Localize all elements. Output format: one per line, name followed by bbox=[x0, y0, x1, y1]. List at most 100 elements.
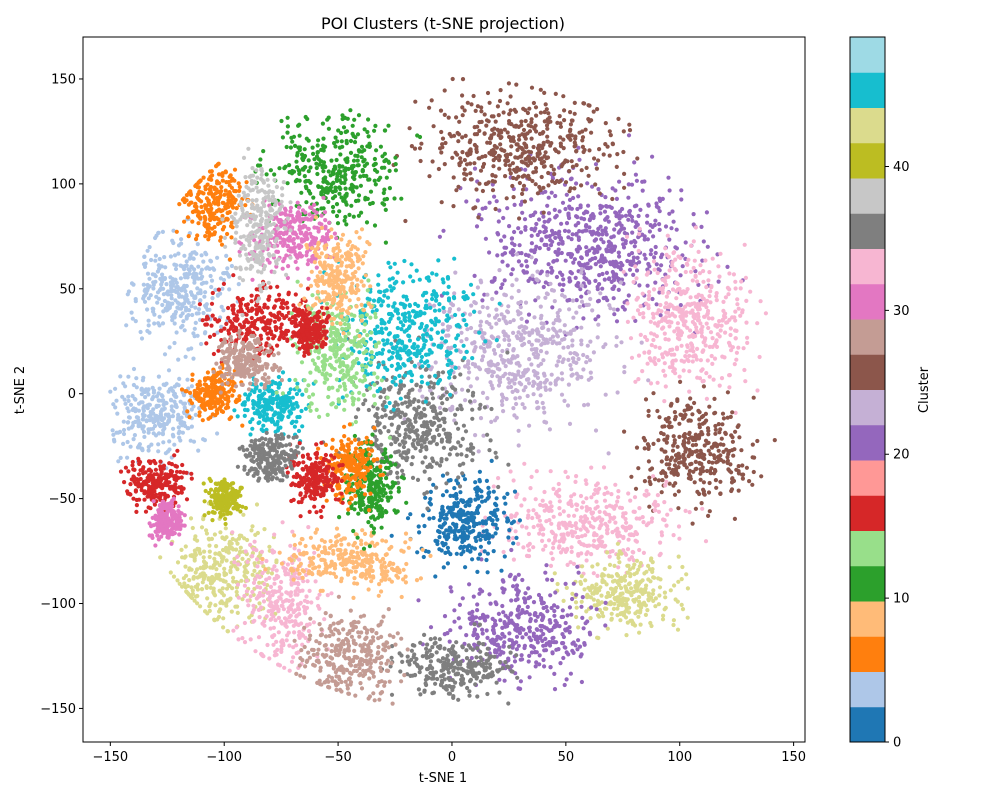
data-point bbox=[685, 287, 690, 292]
data-point bbox=[663, 275, 669, 280]
data-point bbox=[418, 640, 423, 645]
data-point bbox=[553, 91, 558, 96]
data-point bbox=[533, 298, 538, 303]
data-point bbox=[421, 333, 426, 338]
data-point bbox=[416, 361, 422, 367]
data-point bbox=[417, 277, 422, 282]
data-point bbox=[497, 301, 502, 306]
data-point bbox=[445, 561, 450, 566]
data-point bbox=[616, 213, 622, 218]
data-point bbox=[506, 701, 511, 706]
data-point bbox=[537, 518, 543, 523]
data-point bbox=[612, 563, 617, 569]
data-point bbox=[485, 635, 490, 641]
data-point bbox=[575, 535, 580, 540]
data-point bbox=[624, 598, 629, 603]
data-point bbox=[676, 254, 681, 259]
data-point bbox=[457, 602, 462, 608]
data-point bbox=[616, 221, 621, 226]
data-point bbox=[527, 629, 533, 634]
data-point bbox=[454, 115, 459, 120]
data-point bbox=[447, 639, 452, 644]
data-point bbox=[662, 399, 667, 404]
data-point bbox=[624, 520, 629, 525]
data-point bbox=[406, 370, 411, 375]
data-point bbox=[405, 455, 410, 460]
data-point bbox=[697, 434, 702, 439]
data-point bbox=[451, 204, 456, 209]
data-point bbox=[531, 369, 537, 374]
data-point bbox=[567, 189, 572, 194]
data-point bbox=[453, 533, 458, 538]
data-point bbox=[541, 140, 546, 145]
data-point bbox=[476, 449, 481, 454]
data-point bbox=[705, 312, 710, 317]
data-point bbox=[571, 260, 576, 265]
data-point bbox=[636, 614, 641, 619]
data-point bbox=[662, 500, 667, 505]
data-point bbox=[615, 573, 621, 578]
data-point bbox=[428, 652, 434, 658]
data-point bbox=[624, 633, 629, 638]
data-point bbox=[611, 307, 617, 312]
data-point bbox=[653, 503, 658, 509]
data-point bbox=[614, 196, 620, 201]
data-point bbox=[403, 318, 408, 323]
data-point bbox=[505, 101, 510, 106]
data-point bbox=[629, 532, 634, 537]
data-point bbox=[687, 389, 692, 394]
data-point bbox=[669, 226, 674, 231]
data-point bbox=[673, 245, 678, 250]
data-point bbox=[565, 613, 570, 618]
data-point bbox=[568, 127, 573, 132]
data-point bbox=[556, 545, 562, 550]
data-point bbox=[727, 385, 732, 390]
data-point bbox=[505, 263, 510, 268]
data-point bbox=[674, 307, 680, 312]
data-point bbox=[477, 120, 482, 125]
data-point bbox=[480, 631, 485, 636]
data-point bbox=[566, 229, 571, 234]
data-point bbox=[440, 136, 446, 141]
data-point bbox=[596, 158, 601, 163]
data-point bbox=[683, 449, 688, 454]
data-point bbox=[417, 146, 423, 151]
data-point bbox=[623, 615, 629, 620]
data-point bbox=[574, 605, 579, 610]
data-point bbox=[679, 188, 684, 193]
data-point bbox=[453, 421, 459, 426]
data-point bbox=[493, 450, 498, 455]
data-point bbox=[492, 194, 497, 199]
data-point bbox=[517, 363, 522, 368]
data-point bbox=[387, 186, 392, 191]
data-point bbox=[516, 428, 521, 433]
data-point bbox=[494, 602, 499, 607]
data-point bbox=[640, 291, 645, 296]
data-point bbox=[501, 590, 506, 595]
data-point bbox=[446, 284, 451, 289]
data-point bbox=[577, 304, 582, 309]
data-point bbox=[726, 340, 732, 345]
data-point bbox=[516, 124, 521, 129]
data-point bbox=[595, 335, 600, 340]
data-point bbox=[515, 628, 520, 633]
data-point bbox=[548, 500, 553, 505]
data-point bbox=[544, 350, 549, 355]
data-point bbox=[660, 196, 665, 201]
data-point bbox=[587, 148, 592, 153]
data-point bbox=[723, 330, 728, 335]
data-point bbox=[556, 247, 561, 252]
data-point bbox=[710, 361, 715, 366]
data-point bbox=[636, 353, 642, 358]
data-point bbox=[608, 133, 613, 138]
data-point bbox=[425, 506, 430, 511]
data-point bbox=[463, 398, 468, 403]
data-point bbox=[459, 330, 464, 335]
data-point bbox=[523, 591, 528, 596]
data-point bbox=[472, 161, 477, 166]
data-point bbox=[440, 656, 446, 661]
data-point bbox=[463, 503, 468, 509]
data-point bbox=[529, 248, 534, 253]
data-point bbox=[641, 588, 646, 593]
data-point bbox=[666, 290, 671, 295]
